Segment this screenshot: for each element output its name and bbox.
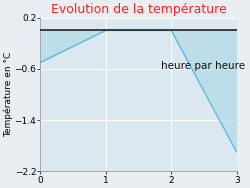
Text: heure par heure: heure par heure bbox=[162, 61, 246, 71]
Y-axis label: Température en °C: Température en °C bbox=[4, 52, 13, 137]
Title: Evolution de la température: Evolution de la température bbox=[51, 3, 227, 17]
